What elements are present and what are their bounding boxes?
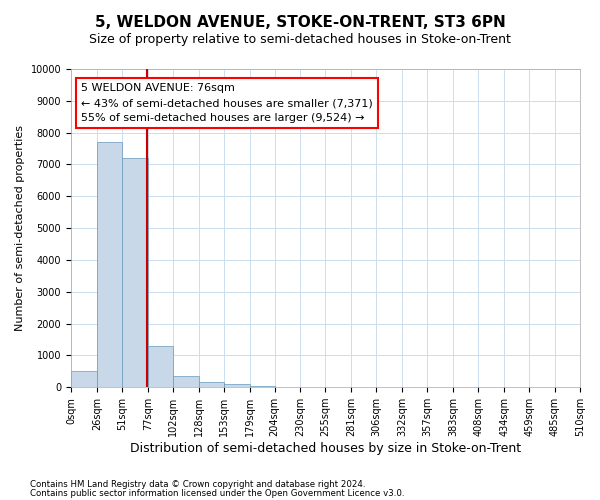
Bar [97, 142, 122, 387]
Bar [224, 384, 250, 387]
Text: 5 WELDON AVENUE: 76sqm
← 43% of semi-detached houses are smaller (7,371)
55% of : 5 WELDON AVENUE: 76sqm ← 43% of semi-det… [81, 84, 373, 123]
Text: Contains HM Land Registry data © Crown copyright and database right 2024.: Contains HM Land Registry data © Crown c… [30, 480, 365, 489]
Y-axis label: Number of semi-detached properties: Number of semi-detached properties [15, 125, 25, 331]
Bar [250, 386, 275, 387]
Bar [122, 158, 148, 387]
Bar [199, 382, 224, 387]
Text: Contains public sector information licensed under the Open Government Licence v3: Contains public sector information licen… [30, 488, 404, 498]
Bar [173, 376, 199, 387]
Bar [71, 372, 97, 387]
Text: Size of property relative to semi-detached houses in Stoke-on-Trent: Size of property relative to semi-detach… [89, 32, 511, 46]
Bar [148, 346, 173, 387]
Text: 5, WELDON AVENUE, STOKE-ON-TRENT, ST3 6PN: 5, WELDON AVENUE, STOKE-ON-TRENT, ST3 6P… [95, 15, 505, 30]
X-axis label: Distribution of semi-detached houses by size in Stoke-on-Trent: Distribution of semi-detached houses by … [130, 442, 521, 455]
